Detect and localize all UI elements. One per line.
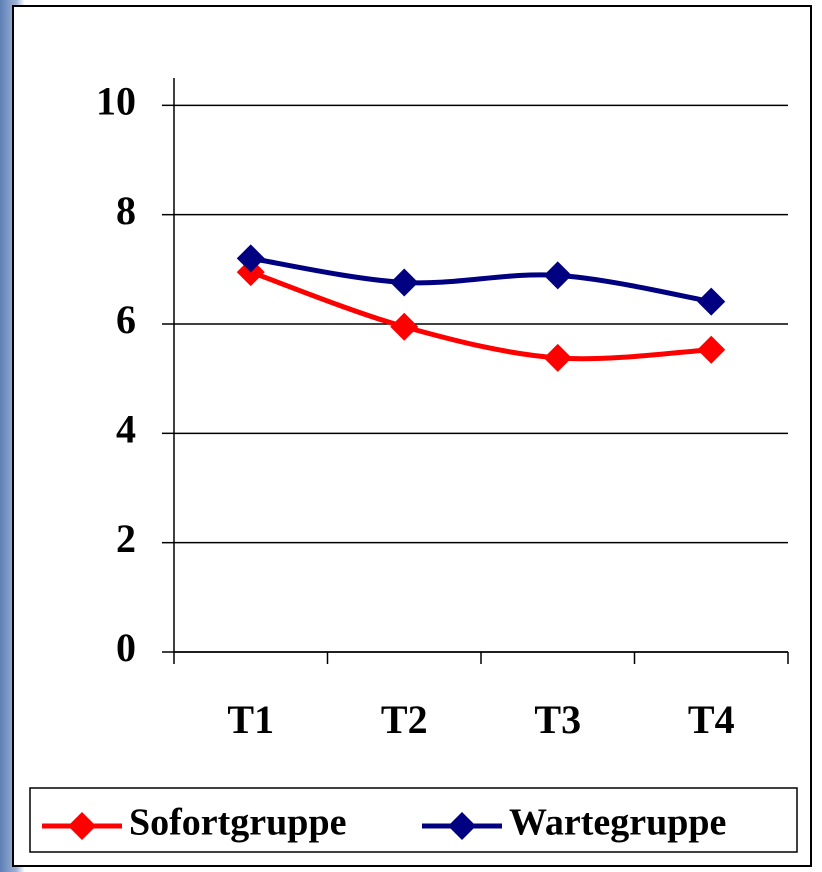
legend-marker xyxy=(448,812,476,840)
point-marker xyxy=(697,335,726,364)
point-marker xyxy=(236,244,265,273)
legend-label: Sofortgruppe xyxy=(129,802,346,844)
x-tick-label: T2 xyxy=(381,697,428,742)
point-marker xyxy=(390,312,419,341)
y-tick-label: 10 xyxy=(96,79,136,124)
y-tick-label: 8 xyxy=(116,188,136,233)
y-tick-label: 4 xyxy=(116,407,136,452)
point-marker xyxy=(390,268,419,297)
point-marker xyxy=(543,261,572,290)
legend-label: Wartegruppe xyxy=(509,802,726,844)
point-marker xyxy=(697,287,726,316)
y-tick-label: 2 xyxy=(116,516,136,561)
y-tick-label: 6 xyxy=(116,297,136,342)
y-tick-label: 0 xyxy=(116,625,136,670)
chart-frame xyxy=(12,5,812,867)
x-tick-label: T1 xyxy=(227,697,274,742)
series-line xyxy=(250,255,712,305)
x-tick-label: T3 xyxy=(534,697,581,742)
legend-marker xyxy=(68,812,96,840)
point-marker xyxy=(543,343,572,372)
x-tick-label: T4 xyxy=(688,697,735,742)
series-line xyxy=(249,269,712,362)
legend-box xyxy=(29,787,798,853)
